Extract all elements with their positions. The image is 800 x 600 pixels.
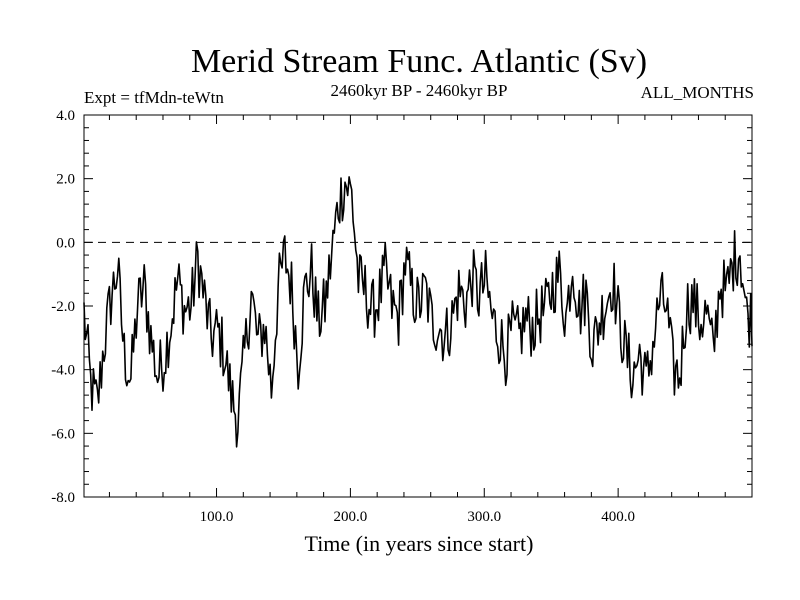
months-label: ALL_MONTHS bbox=[641, 83, 754, 102]
time-range-label: 2460kyr BP - 2460kyr BP bbox=[331, 81, 508, 100]
x-tick-label: 300.0 bbox=[467, 509, 501, 525]
y-tick-label: -6.0 bbox=[51, 426, 75, 442]
y-tick-label: 0.0 bbox=[56, 235, 75, 251]
y-tick-label: -2.0 bbox=[51, 299, 75, 315]
y-tick-label: 2.0 bbox=[56, 172, 75, 188]
x-tick-labels: 100.0 200.0 300.0 400.0 bbox=[200, 509, 635, 525]
experiment-label: Expt = tfMdn-teWtn bbox=[84, 88, 224, 107]
chart-title: Merid Stream Func. Atlantic (Sv) bbox=[191, 43, 647, 80]
x-tick-label: 400.0 bbox=[601, 509, 635, 525]
y-tick-label: -4.0 bbox=[51, 363, 75, 379]
y-tick-label: -8.0 bbox=[51, 490, 75, 506]
plot-area bbox=[83, 114, 753, 498]
series-line bbox=[83, 176, 753, 448]
x-tick-label: 100.0 bbox=[200, 509, 234, 525]
x-axis-label: Time (in years since start) bbox=[305, 531, 534, 556]
y-tick-label: 4.0 bbox=[56, 108, 75, 124]
x-tick-label: 200.0 bbox=[334, 509, 368, 525]
y-tick-labels: 4.0 2.0 0.0 -2.0 -4.0 -6.0 -8.0 bbox=[51, 108, 75, 506]
